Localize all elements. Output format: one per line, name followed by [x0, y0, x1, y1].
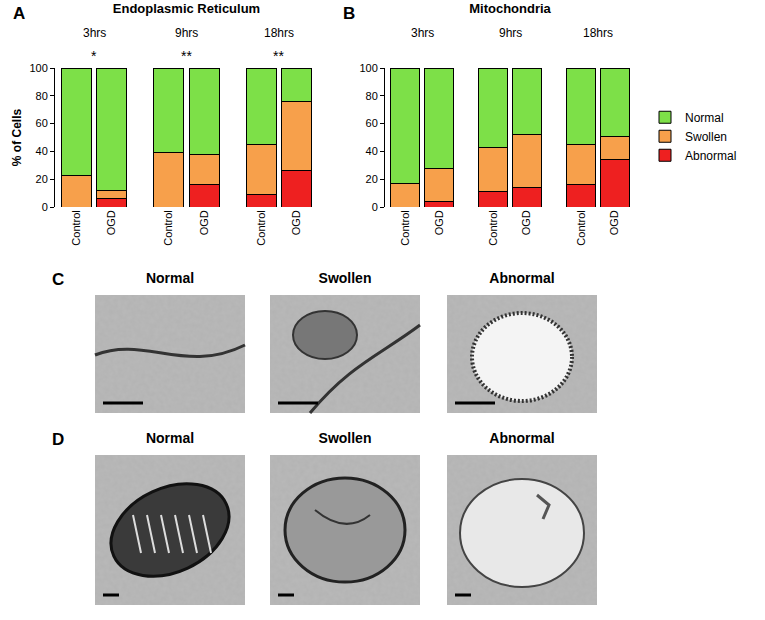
svg-text:OGD: OGD: [433, 210, 445, 235]
svg-text:% of Cells: % of Cells: [10, 109, 24, 167]
svg-text:Abnormal: Abnormal: [685, 149, 736, 163]
svg-text:*: *: [91, 48, 97, 64]
svg-text:100: 100: [359, 62, 377, 74]
svg-text:60: 60: [366, 117, 378, 129]
svg-text:Control: Control: [487, 210, 499, 245]
svg-text:Endoplasmic Reticulum: Endoplasmic Reticulum: [113, 1, 260, 16]
svg-text:Normal: Normal: [146, 270, 194, 286]
svg-text:18hrs: 18hrs: [583, 26, 613, 40]
svg-text:Mitochondria: Mitochondria: [469, 1, 551, 16]
svg-text:OGD: OGD: [290, 210, 302, 235]
svg-text:60: 60: [36, 117, 48, 129]
svg-text:40: 40: [36, 145, 48, 157]
svg-text:OGD: OGD: [198, 210, 210, 235]
svg-text:Control: Control: [255, 210, 267, 245]
svg-text:Control: Control: [399, 210, 411, 245]
svg-text:80: 80: [36, 90, 48, 102]
svg-text:**: **: [181, 48, 192, 64]
svg-text:B: B: [343, 4, 355, 23]
svg-text:9hrs: 9hrs: [499, 26, 522, 40]
svg-text:Swollen: Swollen: [319, 270, 372, 286]
svg-text:3hrs: 3hrs: [411, 26, 434, 40]
svg-text:Control: Control: [70, 210, 82, 245]
svg-text:80: 80: [366, 90, 378, 102]
svg-text:Normal: Normal: [146, 430, 194, 446]
svg-text:OGD: OGD: [608, 210, 620, 235]
svg-text:Normal: Normal: [685, 111, 724, 125]
svg-text:Swollen: Swollen: [685, 130, 727, 144]
svg-text:Abnormal: Abnormal: [489, 430, 554, 446]
svg-text:D: D: [52, 430, 64, 449]
svg-text:OGD: OGD: [520, 210, 532, 235]
svg-text:**: **: [273, 48, 284, 64]
svg-text:20: 20: [366, 173, 378, 185]
svg-text:40: 40: [366, 145, 378, 157]
svg-text:100: 100: [29, 62, 47, 74]
svg-text:0: 0: [372, 201, 378, 213]
svg-text:Swollen: Swollen: [319, 430, 372, 446]
svg-text:3hrs: 3hrs: [83, 26, 106, 40]
svg-text:Control: Control: [575, 210, 587, 245]
svg-text:Abnormal: Abnormal: [489, 270, 554, 286]
svg-text:20: 20: [36, 173, 48, 185]
svg-text:9hrs: 9hrs: [175, 26, 198, 40]
svg-text:C: C: [52, 270, 64, 289]
svg-text:A: A: [13, 4, 25, 23]
svg-text:0: 0: [42, 201, 48, 213]
svg-text:18hrs: 18hrs: [264, 26, 294, 40]
svg-text:Control: Control: [162, 210, 174, 245]
svg-text:OGD: OGD: [105, 210, 117, 235]
